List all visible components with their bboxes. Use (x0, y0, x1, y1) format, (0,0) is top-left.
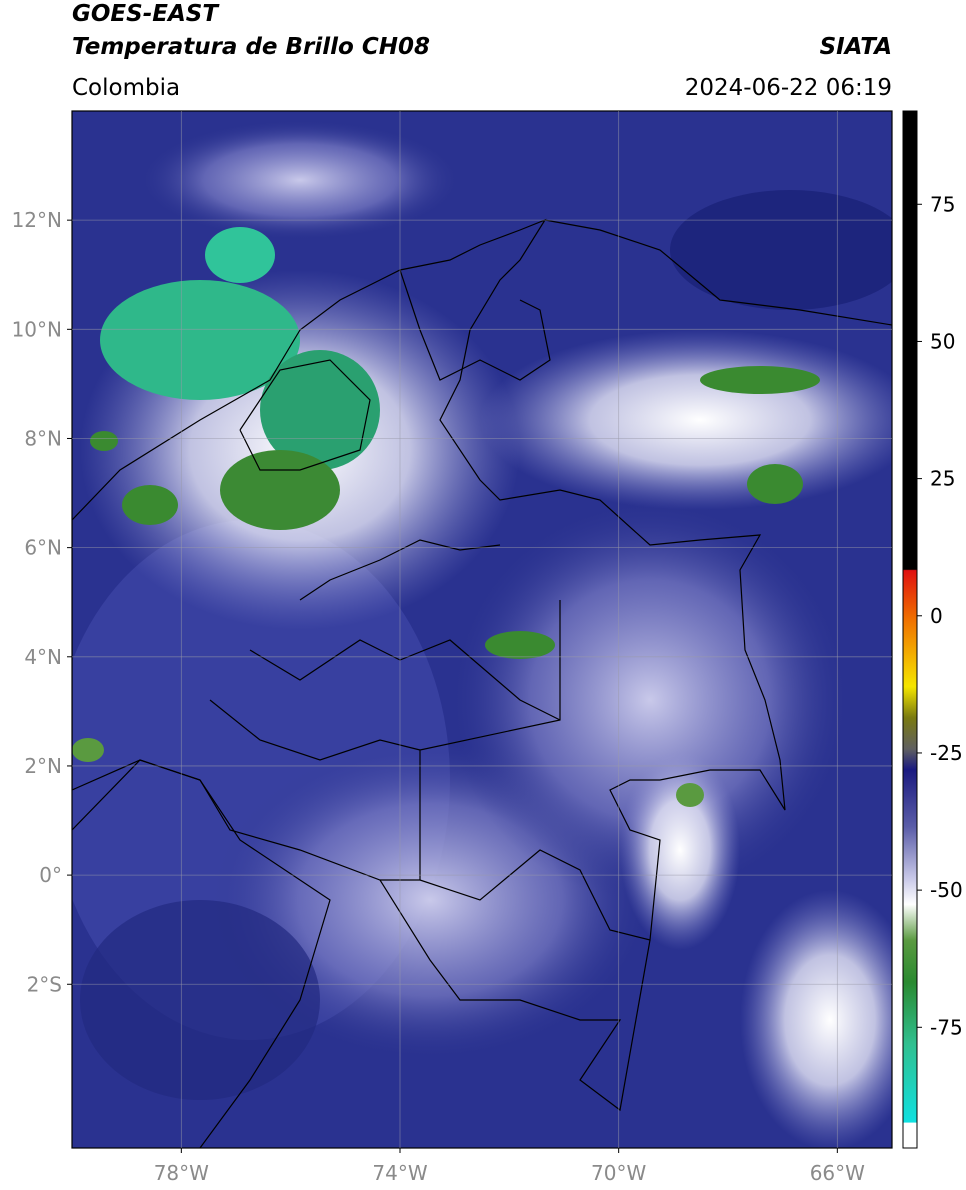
lat-tick-label: 4°N (24, 645, 62, 669)
source: SIATA (820, 34, 892, 60)
datetime: 2024-06-22 06:19 (685, 75, 892, 101)
satellite-image (72, 111, 892, 1148)
colorbar-tick-label: 50 (930, 329, 955, 353)
map-frame (71, 110, 893, 1149)
lat-tick-label: 2°N (24, 754, 62, 778)
lon-tick-label: 66°W (810, 1161, 865, 1185)
lon-tick-label: 78°W (154, 1161, 209, 1185)
region: Colombia (72, 75, 180, 101)
lat-tick-label: 12°N (12, 208, 62, 232)
colorbar (902, 110, 918, 1149)
colorbar-tick-label: 75 (930, 192, 955, 216)
title: GOES-EAST (72, 1, 220, 27)
lon-tick-label: 74°W (372, 1161, 427, 1185)
colorbar-tick-label: -75 (930, 1015, 963, 1039)
lat-tick-label: 10°N (12, 317, 62, 341)
lon-tick-label: 70°W (591, 1161, 646, 1185)
lat-tick-label: 2°S (27, 972, 62, 996)
colorbar-tick-label: 0 (930, 604, 943, 628)
title: Temperatura de Brillo CH08 (72, 34, 430, 60)
colorbar-tick-label: 25 (930, 467, 955, 491)
colorbar-tick-label: -50 (930, 878, 963, 902)
colorbar-tick-label: -25 (930, 741, 963, 765)
lat-tick-label: 8°N (24, 426, 62, 450)
lat-tick-label: 0° (39, 863, 62, 887)
lat-tick-label: 6°N (24, 536, 62, 560)
